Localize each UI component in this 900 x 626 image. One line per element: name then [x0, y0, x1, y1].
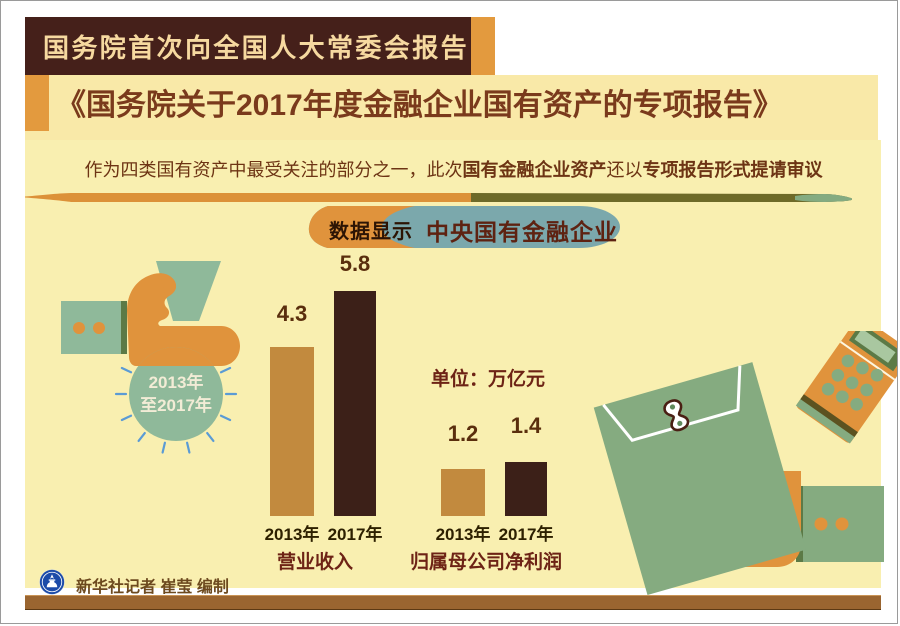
svg-text:2013年: 2013年 — [149, 372, 204, 392]
svg-text:至2017年: 至2017年 — [140, 395, 212, 415]
